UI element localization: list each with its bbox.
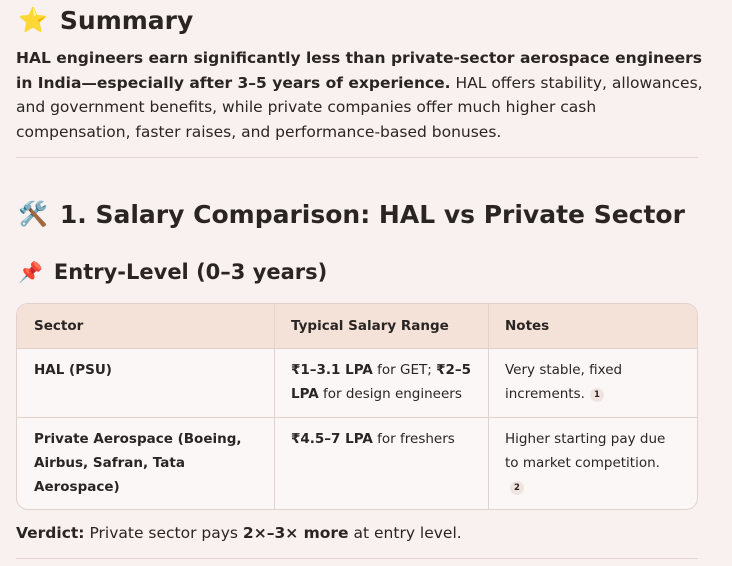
column-divider <box>488 304 489 348</box>
column-divider <box>274 304 275 348</box>
summary-heading: ⭐ Summary <box>18 2 193 38</box>
salary-part: ₹2–5 LPA <box>291 362 472 402</box>
cell-sector: HAL (PSU) <box>34 362 112 378</box>
divider <box>16 558 698 559</box>
salary-part: for design engineers <box>318 386 462 402</box>
table-row: Private Aerospace (Boeing, Airbus, Safra… <box>17 418 697 509</box>
table-row: HAL (PSU) ₹1–3.1 LPA for GET; ₹2–5 LPA f… <box>17 349 697 418</box>
salary-part: for GET; <box>372 362 437 378</box>
verdict-line: Verdict: Private sector pays 2×–3× more … <box>16 521 462 545</box>
notes-text: Very stable, fixed increments. <box>505 362 623 402</box>
summary-title: Summary <box>59 5 194 35</box>
salary-part: ₹4.5–7 LPA <box>291 431 373 447</box>
divider <box>16 157 698 158</box>
entry-level-title: Entry-Level (0–3 years) <box>53 260 328 284</box>
verdict-pre: Private sector pays <box>84 524 243 542</box>
notes-text: Higher starting pay due to market compet… <box>505 431 666 471</box>
section-title: 1. Salary Comparison: HAL vs Private Sec… <box>59 199 685 229</box>
summary-rest-text: HAL offers stability, allowances, and go… <box>16 73 703 141</box>
header-sector: Sector <box>34 318 84 334</box>
citation-badge[interactable]: 2 <box>510 481 524 495</box>
table-header: Sector Typical Salary Range Notes <box>17 304 697 349</box>
column-divider <box>274 349 275 417</box>
salary-part: for freshers <box>372 431 455 447</box>
section-heading: 🛠️ 1. Salary Comparison: HAL vs Private … <box>18 194 685 234</box>
header-salary: Typical Salary Range <box>291 318 449 334</box>
salary-part: ₹1–3.1 LPA <box>291 362 373 378</box>
cell-notes: Very stable, fixed increments. 1 <box>505 358 655 406</box>
entry-level-heading: 📌 Entry-Level (0–3 years) <box>18 255 327 289</box>
star-icon: ⭐ <box>18 6 48 34</box>
cell-salary: ₹4.5–7 LPA for freshers <box>291 427 476 451</box>
cell-notes: Higher starting pay due to market compet… <box>505 427 673 499</box>
header-notes: Notes <box>505 318 550 334</box>
cell-salary: ₹1–3.1 LPA for GET; ₹2–5 LPA for design … <box>291 358 476 406</box>
salary-table: Sector Typical Salary Range Notes HAL (P… <box>16 303 698 510</box>
column-divider <box>274 418 275 509</box>
cell-sector: Private Aerospace (Boeing, Airbus, Safra… <box>34 431 242 495</box>
column-divider <box>488 418 489 509</box>
verdict-label: Verdict: <box>16 524 85 542</box>
column-divider <box>488 349 489 417</box>
summary-paragraph: HAL engineers earn significantly less th… <box>16 46 706 144</box>
verdict-post: at entry level. <box>348 524 462 542</box>
verdict-bold: 2×–3× more <box>242 524 349 542</box>
summary-bold-text: HAL engineers earn significantly less th… <box>16 49 702 92</box>
pushpin-icon: 📌 <box>18 260 43 284</box>
citation-badge[interactable]: 1 <box>589 388 604 402</box>
hammer-wrench-icon: 🛠️ <box>18 200 48 228</box>
